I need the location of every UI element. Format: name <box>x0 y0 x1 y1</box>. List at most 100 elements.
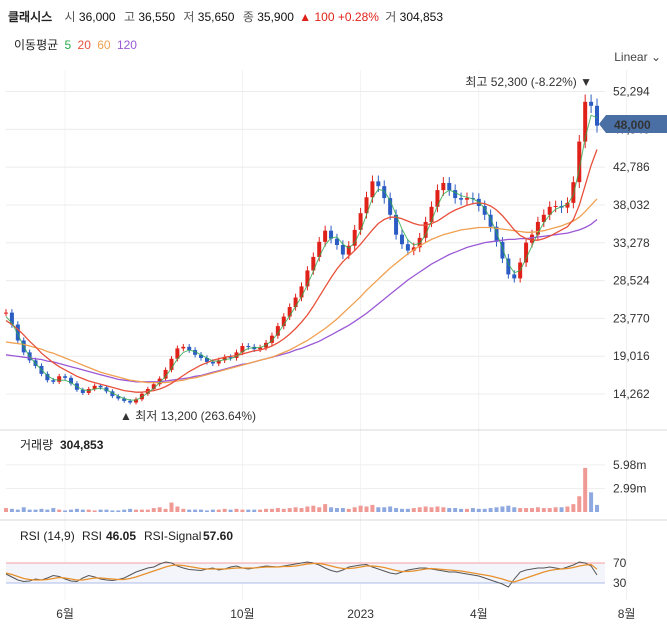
volume-bar <box>494 507 499 512</box>
volume-tick-label: 2.99m <box>613 481 646 495</box>
high-marker: 최고 52,300 (-8.22%) ▼ <box>465 75 592 89</box>
candle-body <box>435 190 440 207</box>
ma-60-period[interactable]: 60 <box>97 38 111 52</box>
candle-body <box>92 385 97 389</box>
candle-body <box>169 358 174 370</box>
volume-bar <box>264 508 269 512</box>
candle-body <box>9 312 14 325</box>
candle-body <box>80 389 85 393</box>
rsi-value: 46.05 <box>106 529 136 543</box>
candle-body <box>352 229 357 246</box>
volume-bar <box>470 508 475 512</box>
volume-bar <box>92 510 97 512</box>
high-label: 고 <box>123 10 135 24</box>
volume-bar <box>323 504 328 512</box>
candle-body <box>110 391 115 397</box>
volume-bar <box>589 492 594 512</box>
volume-bar <box>193 509 198 512</box>
candle-body <box>323 230 328 242</box>
candle-body <box>541 214 546 222</box>
volume-bar <box>405 508 410 512</box>
ma-legend-label: 이동평균 <box>14 38 59 52</box>
candle-body <box>51 380 56 382</box>
candle-body <box>376 181 381 187</box>
volume-bar <box>199 509 204 512</box>
volume-bar <box>423 506 428 512</box>
candle-body <box>258 347 263 350</box>
volume-bar <box>595 504 599 512</box>
candle-body <box>429 206 434 222</box>
candle-body <box>346 245 351 255</box>
close-label: 종 <box>242 10 254 24</box>
candle-body <box>589 101 594 106</box>
candle-body <box>506 258 511 275</box>
rsi-signal-label: RSI-Signal <box>144 529 201 543</box>
volume-panel-label: 거래량 <box>20 438 53 452</box>
volume-bar <box>346 508 351 512</box>
candle-body <box>222 357 227 361</box>
volume-bar <box>98 509 103 512</box>
volume-bar <box>252 509 257 512</box>
volume-label: 거 <box>385 10 397 24</box>
candle-body <box>459 198 464 200</box>
ma-line-20 <box>5 149 598 393</box>
candle-body <box>151 384 156 389</box>
volume-bar <box>352 507 357 512</box>
ma-120-period[interactable]: 120 <box>116 38 137 52</box>
volume-bar <box>459 508 464 512</box>
volume-bar <box>210 509 215 512</box>
volume-bar <box>122 509 127 512</box>
volume-bar <box>116 510 121 512</box>
ma-legend[interactable]: 이동평균 5 20 60 120 <box>14 36 140 53</box>
volume-panel-value: 304,853 <box>60 438 104 452</box>
candle-body <box>246 346 251 348</box>
rsi-level-70: 70 <box>613 556 627 570</box>
candle-body <box>163 369 168 379</box>
volume-bar <box>329 507 334 512</box>
candle-body <box>535 221 540 235</box>
candle-body <box>199 354 204 358</box>
volume-bar <box>311 505 316 512</box>
volume-bar <box>187 509 192 512</box>
volume-bar <box>334 508 339 512</box>
candle-body <box>299 286 304 298</box>
candle-body <box>275 326 280 336</box>
ma-line-5 <box>5 114 598 401</box>
volume-bar <box>293 507 298 512</box>
volume-bar <box>441 507 446 512</box>
volume-bar <box>482 508 487 512</box>
volume-bar <box>464 508 469 512</box>
candle-body <box>281 316 286 327</box>
volume-bar <box>571 504 576 512</box>
candle-body <box>547 206 552 215</box>
ma-line-120 <box>5 218 598 383</box>
scale-selector[interactable]: Linear ⌄ <box>614 50 661 64</box>
candle-body <box>287 307 292 317</box>
quote-header: 클래시스 시 36,000 고 36,550 저 35,650 종 35,900… <box>8 8 445 25</box>
candle-body <box>583 101 588 142</box>
candle-body <box>482 206 487 215</box>
volume-bar <box>417 507 422 512</box>
volume-bar <box>33 509 38 512</box>
rsi-level-30: 30 <box>613 576 627 590</box>
ma-20-period[interactable]: 20 <box>77 38 91 52</box>
volume-bar <box>518 508 523 512</box>
volume-bar <box>69 509 74 512</box>
candle-body <box>122 398 127 401</box>
price-tick-label: 19,016 <box>613 349 650 363</box>
volume-bar <box>447 508 452 512</box>
x-tick-label: 8월 <box>618 607 636 621</box>
candle-body <box>187 346 192 350</box>
volume-bar <box>51 508 56 512</box>
ma-5-period[interactable]: 5 <box>64 38 72 52</box>
volume-bar <box>216 509 221 512</box>
candle-body <box>317 241 322 257</box>
price-tick-label: 14,262 <box>613 387 650 401</box>
rsi-band <box>6 563 605 583</box>
candle-body <box>571 182 576 203</box>
volume-bar <box>453 508 458 512</box>
price-candles <box>4 94 599 405</box>
volume-bar <box>110 510 115 512</box>
change-arrow-icon: ▲ <box>299 10 312 24</box>
